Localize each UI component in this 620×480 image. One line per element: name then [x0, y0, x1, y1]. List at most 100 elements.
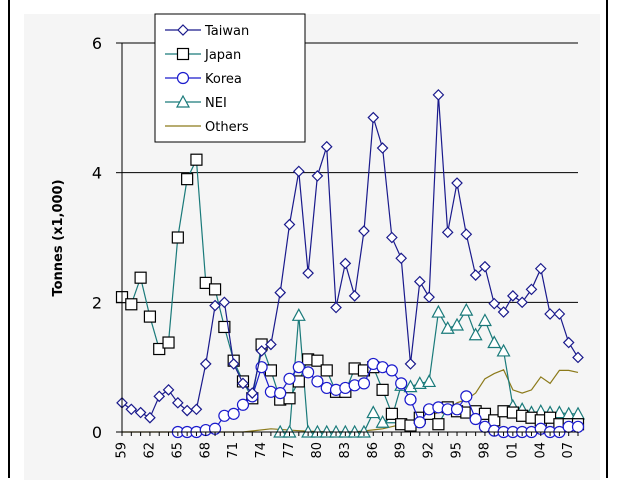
data-point-korea [469, 412, 482, 426]
xtick-label: 74 [254, 442, 269, 459]
legend-swatch-marker [176, 71, 190, 85]
data-point-nei [431, 304, 446, 318]
data-point-japan [385, 407, 398, 420]
data-point-taiwan [190, 403, 203, 416]
legend-swatch-marker [176, 47, 190, 61]
data-point-japan [162, 336, 175, 349]
data-point-nei [552, 405, 567, 419]
legend-label: Japan [204, 48, 241, 63]
legend-item-japan: Japan [165, 47, 241, 63]
data-point-nei [468, 327, 483, 341]
data-point-taiwan [544, 308, 556, 320]
data-point-taiwan [283, 218, 296, 231]
data-point-korea [450, 403, 464, 416]
data-point-japan [143, 310, 157, 323]
xtick-label: 62 [142, 442, 157, 459]
data-point-taiwan [181, 404, 193, 417]
data-point-japan [543, 411, 557, 424]
legend-item-korea: Korea [165, 71, 242, 87]
data-point-taiwan [404, 358, 417, 370]
data-point-nei [366, 405, 381, 419]
data-point-taiwan [153, 390, 166, 403]
data-point-taiwan [274, 286, 287, 299]
data-point-taiwan [330, 301, 342, 314]
y-axis-label: Tonnes (x1,000) [51, 179, 66, 296]
data-point-korea [460, 390, 473, 403]
data-point-nei [375, 415, 390, 428]
data-point-taiwan [367, 111, 380, 124]
data-point-taiwan [302, 267, 314, 280]
xtick-label: 59 [115, 442, 130, 459]
data-point-japan [283, 392, 296, 405]
legend-label: Korea [205, 72, 242, 87]
data-point-taiwan [395, 252, 408, 265]
data-point-japan [218, 320, 231, 334]
xtick-label: 98 [477, 442, 492, 459]
data-point-nei [477, 313, 492, 327]
data-point-japan [190, 153, 203, 166]
data-point-taiwan [162, 384, 175, 396]
data-point-korea [236, 398, 250, 411]
data-point-taiwan [497, 306, 510, 318]
data-point-korea [311, 375, 324, 388]
data-point-japan [134, 271, 147, 284]
legend: Taiwan Japan Korea NEI Others [154, 13, 306, 143]
data-point-japan [311, 354, 324, 367]
data-point-taiwan [292, 165, 305, 178]
data-point-taiwan [553, 308, 566, 320]
data-point-japan [376, 383, 389, 396]
legend-item-others: Others [165, 120, 249, 135]
xtick-label: 92 [422, 442, 437, 459]
data-point-taiwan [255, 345, 268, 357]
data-point-taiwan [144, 411, 156, 424]
data-point-korea [404, 393, 417, 406]
xtick-label: 77 [282, 442, 297, 459]
data-point-korea [571, 420, 585, 433]
data-point-taiwan [460, 228, 473, 241]
series-taiwan [116, 89, 584, 424]
data-point-taiwan [339, 257, 352, 270]
data-point-korea [227, 407, 240, 420]
data-point-nei [291, 308, 306, 321]
legend-swatch-marker [177, 24, 189, 36]
data-point-nei [450, 317, 465, 331]
data-point-taiwan [432, 89, 445, 101]
data-point-taiwan [237, 377, 249, 390]
ytick-label: 2 [92, 293, 102, 312]
data-point-japan [153, 342, 166, 356]
data-point-nei [412, 376, 427, 389]
data-point-japan [478, 407, 492, 420]
data-point-taiwan [516, 296, 529, 309]
legend-label: Others [205, 120, 249, 135]
data-point-korea [385, 364, 398, 377]
data-point-korea [302, 366, 315, 379]
data-point-korea [292, 361, 305, 374]
legend-item-taiwan: Taiwan [165, 24, 249, 39]
xtick-label: 86 [366, 442, 381, 459]
data-point-taiwan [386, 231, 398, 244]
data-point-nei [496, 343, 511, 357]
data-point-taiwan [376, 142, 389, 154]
data-point-taiwan [525, 283, 538, 296]
legend-label: Taiwan [204, 24, 249, 39]
data-point-japan [208, 283, 222, 296]
data-point-taiwan [413, 275, 426, 288]
data-point-taiwan [199, 358, 212, 370]
xtick-label: 80 [310, 442, 325, 459]
xtick-label: 71 [226, 442, 241, 459]
data-point-taiwan [311, 170, 324, 182]
xtick-label: 65 [170, 442, 185, 459]
data-point-taiwan [469, 269, 482, 281]
xtick-label: 04 [533, 442, 548, 459]
data-point-nei [422, 374, 437, 388]
data-point-taiwan [134, 406, 147, 419]
data-point-japan [199, 276, 212, 289]
data-point-korea [274, 387, 287, 400]
xtick-label: 83 [338, 442, 353, 459]
ytick-label: 4 [92, 164, 102, 183]
data-point-taiwan [227, 358, 240, 370]
data-point-japan [432, 418, 445, 431]
data-point-taiwan [320, 140, 333, 153]
data-point-japan [181, 173, 194, 186]
